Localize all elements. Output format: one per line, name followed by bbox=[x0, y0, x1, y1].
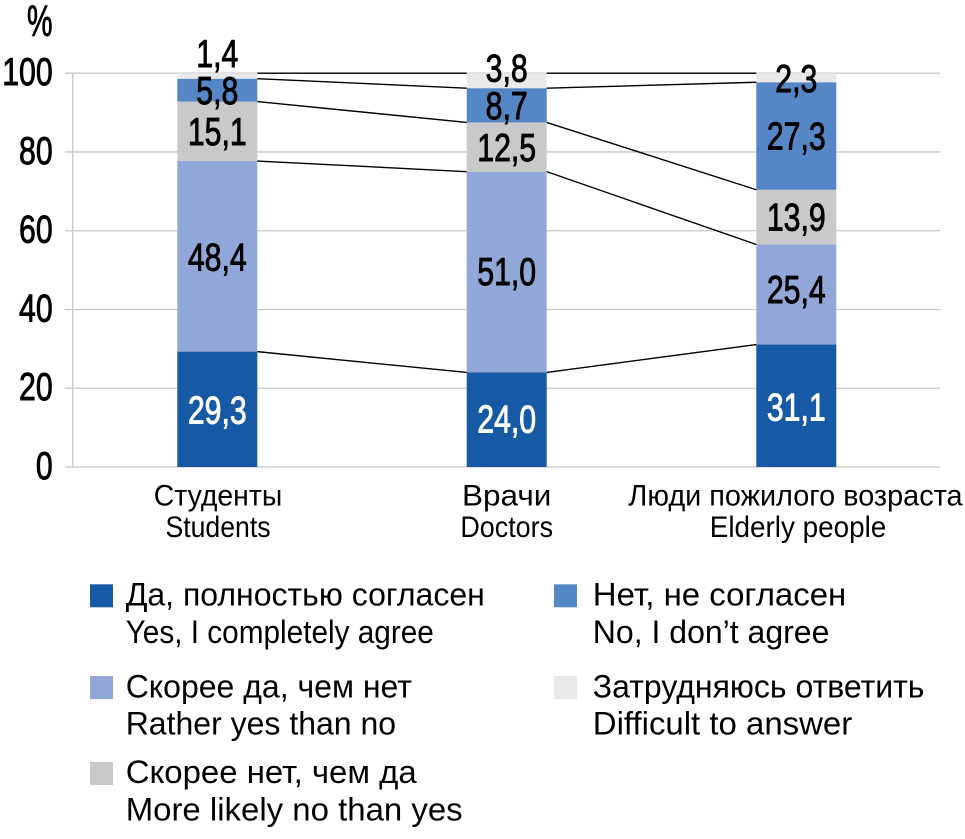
svg-text:20: 20 bbox=[19, 365, 53, 409]
svg-text:Скорее да, чем нет: Скорее да, чем нет bbox=[126, 668, 413, 704]
svg-text:Yes, I completely agree: Yes, I completely agree bbox=[126, 614, 434, 650]
svg-text:15,1: 15,1 bbox=[188, 110, 247, 154]
svg-text:Студенты: Студенты bbox=[154, 480, 282, 513]
svg-text:More likely no than yes: More likely no than yes bbox=[126, 792, 463, 827]
svg-text:27,3: 27,3 bbox=[767, 115, 826, 159]
svg-text:8,7: 8,7 bbox=[486, 84, 528, 128]
svg-text:Elderly people: Elderly people bbox=[710, 511, 887, 544]
svg-text:Rather yes than no: Rather yes than no bbox=[126, 706, 396, 742]
svg-text:Скорее нет, чем да: Скорее нет, чем да bbox=[126, 755, 418, 790]
svg-text:29,3: 29,3 bbox=[188, 389, 247, 433]
svg-text:No, I don’t agree: No, I don’t agree bbox=[593, 614, 830, 650]
svg-text:5,8: 5,8 bbox=[196, 69, 238, 113]
svg-text:Difficult to answer: Difficult to answer bbox=[593, 706, 853, 741]
svg-text:%: % bbox=[27, 0, 53, 45]
svg-text:Students: Students bbox=[165, 511, 270, 545]
svg-text:25,4: 25,4 bbox=[767, 268, 826, 312]
svg-text:13,9: 13,9 bbox=[767, 196, 826, 240]
svg-text:Да, полностью согласен: Да, полностью согласен bbox=[126, 577, 485, 613]
svg-text:Нет, не согласен: Нет, не согласен bbox=[593, 577, 846, 612]
svg-text:1,4: 1,4 bbox=[196, 32, 238, 76]
svg-text:12,5: 12,5 bbox=[477, 126, 536, 170]
svg-text:2,3: 2,3 bbox=[775, 57, 817, 101]
svg-text:0: 0 bbox=[36, 444, 53, 488]
svg-text:Врачи: Врачи bbox=[462, 478, 551, 512]
svg-text:Затрудняюсь ответить: Затрудняюсь ответить bbox=[593, 668, 925, 704]
svg-text:31,1: 31,1 bbox=[767, 386, 826, 430]
svg-text:3,8: 3,8 bbox=[486, 47, 528, 91]
svg-text:51,0: 51,0 bbox=[477, 250, 536, 294]
svg-text:60: 60 bbox=[19, 208, 53, 252]
svg-text:Doctors: Doctors bbox=[460, 511, 553, 545]
svg-text:24,0: 24,0 bbox=[477, 398, 536, 442]
svg-text:80: 80 bbox=[19, 129, 53, 173]
svg-text:100: 100 bbox=[2, 50, 52, 94]
svg-text:40: 40 bbox=[19, 287, 53, 331]
svg-text:Люди пожилого возраста: Люди пожилого возраста bbox=[628, 479, 963, 513]
svg-text:48,4: 48,4 bbox=[188, 236, 247, 280]
